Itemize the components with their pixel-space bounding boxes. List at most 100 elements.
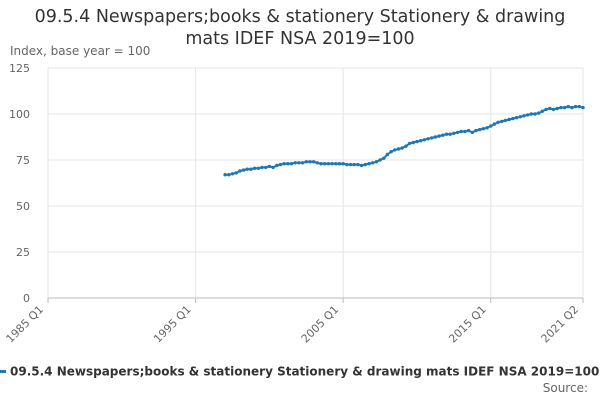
data-point[interactable] <box>385 152 390 157</box>
data-point[interactable] <box>570 105 574 110</box>
data-point[interactable] <box>533 112 537 116</box>
data-point[interactable] <box>337 162 342 166</box>
data-point[interactable] <box>433 135 438 139</box>
data-point[interactable] <box>389 150 393 154</box>
data-point[interactable] <box>470 130 474 135</box>
data-point[interactable] <box>500 119 504 124</box>
data-point[interactable] <box>227 173 231 177</box>
data-point[interactable] <box>430 136 434 140</box>
data-point[interactable] <box>455 130 460 135</box>
data-point[interactable] <box>548 106 552 111</box>
data-point[interactable] <box>544 107 548 112</box>
data-point[interactable] <box>304 160 308 164</box>
data-point[interactable] <box>286 162 290 166</box>
data-point[interactable] <box>581 105 585 110</box>
data-point[interactable] <box>566 104 570 109</box>
data-point[interactable] <box>289 162 294 166</box>
data-point[interactable] <box>264 165 268 170</box>
data-point[interactable] <box>437 134 441 138</box>
data-point[interactable] <box>444 132 449 136</box>
data-point[interactable] <box>400 146 404 150</box>
data-point[interactable] <box>374 160 379 164</box>
data-point[interactable] <box>300 161 305 165</box>
data-point[interactable] <box>577 104 581 109</box>
data-point[interactable] <box>382 156 386 160</box>
data-point[interactable] <box>463 129 467 134</box>
data-point[interactable] <box>371 161 375 165</box>
data-point[interactable] <box>352 162 356 167</box>
data-point[interactable] <box>562 105 567 110</box>
data-point[interactable] <box>485 126 489 130</box>
data-point[interactable] <box>489 124 493 128</box>
data-point[interactable] <box>241 168 246 172</box>
data-point[interactable] <box>312 160 316 164</box>
data-point[interactable] <box>522 114 526 118</box>
data-point[interactable] <box>452 131 456 135</box>
data-point[interactable] <box>404 144 408 148</box>
data-point[interactable] <box>282 162 286 166</box>
legend[interactable]: 09.5.4 Newspapers;books & stationery Sta… <box>0 364 600 382</box>
data-point[interactable] <box>411 140 415 145</box>
data-point[interactable] <box>334 162 338 166</box>
data-point[interactable] <box>359 163 364 168</box>
data-point[interactable] <box>459 129 463 134</box>
data-point[interactable] <box>252 166 257 170</box>
data-point[interactable] <box>415 139 419 144</box>
data-point[interactable] <box>407 141 412 146</box>
data-point[interactable] <box>330 162 334 166</box>
data-point[interactable] <box>293 161 297 165</box>
data-point[interactable] <box>441 133 445 137</box>
data-point[interactable] <box>315 161 319 165</box>
data-point[interactable] <box>223 173 227 177</box>
data-point[interactable] <box>256 166 260 170</box>
data-point[interactable] <box>426 137 430 141</box>
data-point[interactable] <box>526 113 530 117</box>
data-point[interactable] <box>396 147 401 151</box>
data-point[interactable] <box>234 171 238 175</box>
data-point[interactable] <box>341 162 345 166</box>
data-point[interactable] <box>507 117 511 122</box>
data-point[interactable] <box>551 107 556 112</box>
data-point[interactable] <box>555 106 559 111</box>
data-point[interactable] <box>503 118 508 123</box>
data-point[interactable] <box>367 162 371 166</box>
data-point[interactable] <box>230 172 235 176</box>
data-point[interactable] <box>245 167 249 171</box>
data-point[interactable] <box>356 162 360 167</box>
data-point[interactable] <box>511 116 515 121</box>
data-point[interactable] <box>378 158 382 162</box>
data-point[interactable] <box>393 148 397 152</box>
data-point[interactable] <box>308 160 312 164</box>
data-point[interactable] <box>422 138 426 142</box>
data-point[interactable] <box>260 165 264 170</box>
data-point[interactable] <box>238 169 242 173</box>
data-point[interactable] <box>529 112 533 116</box>
data-point[interactable] <box>345 162 349 167</box>
data-point[interactable] <box>271 165 275 170</box>
data-point[interactable] <box>537 111 541 115</box>
data-point[interactable] <box>348 162 353 167</box>
data-point[interactable] <box>319 162 323 166</box>
source-label: Source: <box>542 381 588 395</box>
data-point[interactable] <box>363 162 367 167</box>
data-point[interactable] <box>326 162 331 166</box>
data-point[interactable] <box>249 167 253 171</box>
data-point[interactable] <box>573 104 578 109</box>
data-point[interactable] <box>267 164 272 169</box>
data-point[interactable] <box>478 127 482 132</box>
data-point[interactable] <box>540 109 545 113</box>
data-point[interactable] <box>466 128 471 133</box>
data-point[interactable] <box>323 162 327 166</box>
data-point[interactable] <box>481 127 486 131</box>
data-point[interactable] <box>518 115 522 119</box>
data-point[interactable] <box>278 162 283 167</box>
data-point[interactable] <box>514 116 519 120</box>
data-point[interactable] <box>297 161 301 165</box>
data-point[interactable] <box>559 105 563 110</box>
data-point[interactable] <box>496 120 500 125</box>
data-point[interactable] <box>448 132 452 136</box>
data-point[interactable] <box>275 163 279 168</box>
data-point[interactable] <box>474 128 478 133</box>
data-point[interactable] <box>419 139 423 143</box>
data-point[interactable] <box>492 122 497 126</box>
